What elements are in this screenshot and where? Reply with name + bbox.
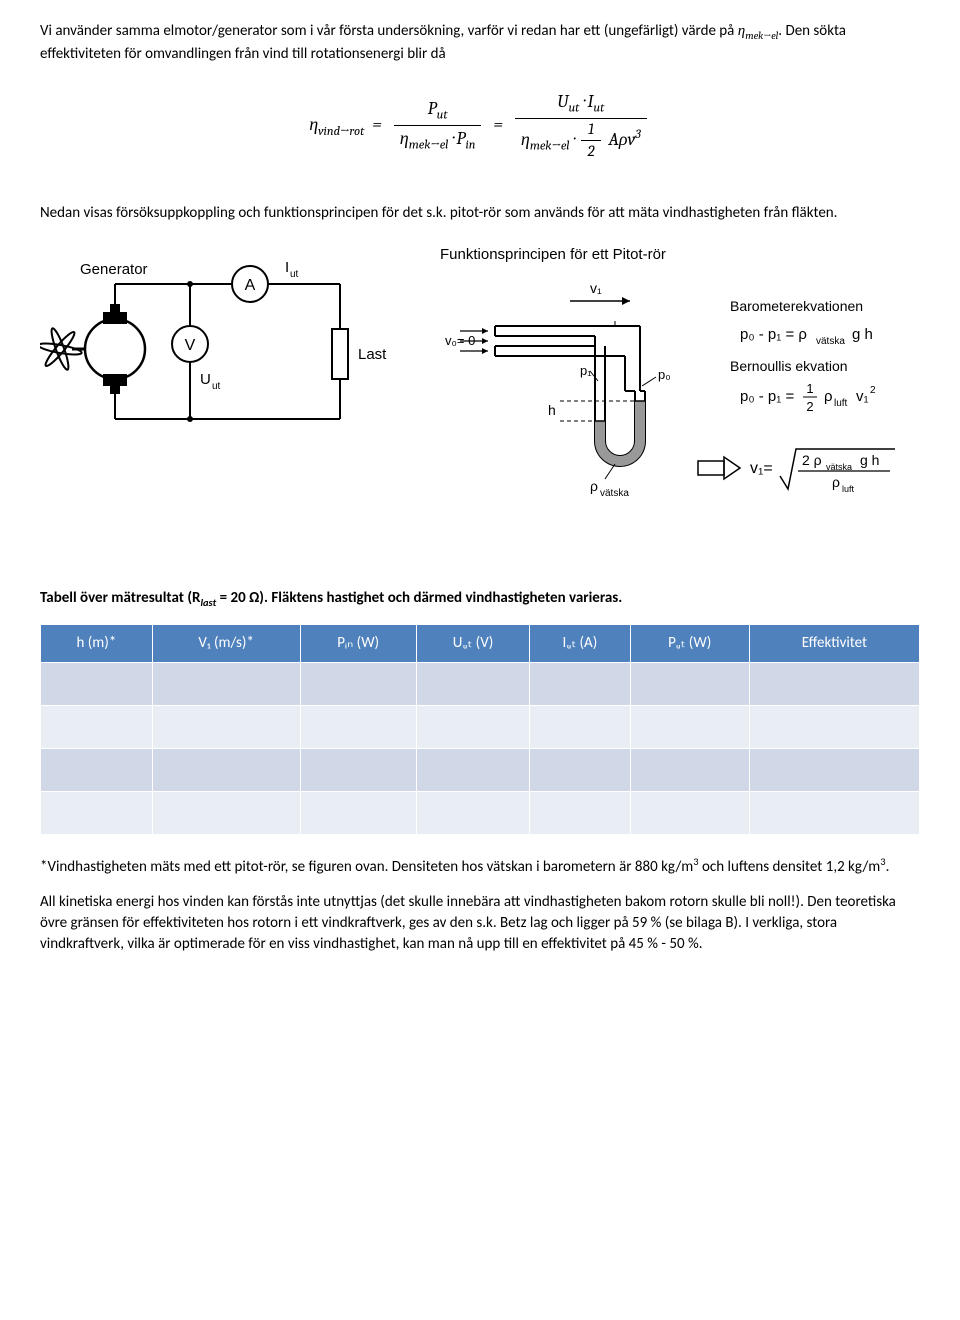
efficiency-formula: ηvind→rot = Put ηmek→el · Pin = Uut · Iu… [40,89,920,163]
h-label: h [548,402,556,418]
table-row [41,663,920,706]
col-h: h (m)* [41,625,153,663]
p0-label: p₀ [658,367,671,382]
last-label: Last [358,346,387,363]
baro-eq-gh: g h [852,326,873,343]
table-caption-sub: last [200,596,216,609]
cube: 3 [635,128,641,142]
uut-label: U [200,371,211,388]
pitot-title: Funktionsprincipen för ett Pitot-rör [440,244,920,265]
pitot-diagram: Funktionsprincipen för ett Pitot-rör [440,244,920,558]
generator-label: Generator [80,261,148,278]
v1-label: v₁ [590,280,602,296]
baro-eq: p₀ - p₁ = ρ [740,326,807,343]
bern-half-n: 1 [806,381,813,396]
baro-title: Barometerekvationen [730,298,863,314]
table-row [41,792,920,835]
half-den: 2 [581,141,600,162]
diagrams-row: A I ut Last V U ut Generator [40,244,920,558]
eta-vind-sub: vind→rot [318,125,364,139]
table-caption-b: = 20 Ω). Fläktens hastighet och därmed v… [216,589,622,607]
put-sub: ut [437,109,448,123]
circuit-diagram: A I ut Last V U ut Generator [40,244,420,461]
bern-rho-sub: luft [834,398,848,409]
col-iut: Iᵤₜ (A) [530,625,630,663]
half-num: 1 [581,119,600,141]
final-v1: v₁= [750,460,773,477]
after-formula-paragraph: Nedan visas försöksuppkoppling och funkt… [40,203,920,224]
iut-sub-label: ut [290,269,299,280]
pitot-svg: v₁ v₀= 0 h p₁ [440,271,920,551]
col-uut: Uᵤₜ (V) [416,625,529,663]
col-v1: V₁ (m/s)* [152,625,300,663]
bern-eq-l: p₀ - p₁ = [740,388,794,405]
footnote-c: . [886,858,890,876]
put: P [428,98,437,119]
betz-paragraph: All kinetiska energi hos vinden kan förs… [40,892,920,955]
bern-v: v₁ [856,388,869,405]
eta-mek2: η [521,129,530,150]
intro-text-a: Vi använder samma elmotor/generator som … [40,22,738,40]
col-eff: Effektivitet [749,625,919,663]
intro-paragraph: Vi använder samma elmotor/generator som … [40,20,920,65]
col-put: Pᵤₜ (W) [630,625,749,663]
uut-sub: ut [568,101,579,115]
table-row [41,749,920,792]
voltmeter-label: V [185,337,196,354]
iut-sub: ut [593,101,604,115]
arhov: Aρv [608,129,635,150]
pin-sub: in [465,139,475,153]
eta-mek2-sub: mek→el [530,140,570,154]
final-den-sub: luft [842,484,855,494]
bern-title: Bernoullis ekvation [730,358,848,374]
table-caption-a: Tabell över mätresultat (R [40,589,200,607]
bern-half-d: 2 [806,399,813,414]
final-den: ρ [832,474,840,490]
eta-vind: η [309,114,318,135]
table-row [41,706,920,749]
baro-eq-sub: vätska [816,336,845,347]
final-num-a: 2 ρ [802,452,822,468]
table-caption: Tabell över mätresultat (Rlast = 20 Ω). … [40,588,920,611]
footnote-a: *Vindhastigheten mäts med ett pitot-rör,… [40,858,693,876]
rho-vatska-sub: vätska [600,488,629,499]
bern-rho: ρ [824,388,833,405]
rho-vatska-label: ρ [590,478,598,494]
final-num-b: g h [860,452,879,468]
v0-label: v₀= 0 [445,333,475,348]
footnote-b: och luftens densitet 1,2 kg/m [699,858,881,876]
circuit-svg: A I ut Last V U ut Generator [40,244,400,454]
results-table: h (m)* V₁ (m/s)* Pᵢₙ (W) Uᵤₜ (V) Iᵤₜ (A)… [40,624,920,835]
uut: U [557,91,568,112]
iut-label: I [285,259,289,276]
p1-label: p₁ [580,363,592,378]
footnote-paragraph: *Vindhastigheten mäts med ett pitot-rör,… [40,855,920,878]
eta-sub: mek→el [745,30,778,42]
eta-mek: η [400,128,409,149]
bern-v-exp: 2 [870,385,876,396]
col-pin: Pᵢₙ (W) [300,625,416,663]
ammeter-label: A [245,277,256,294]
eta-mek-sub: mek→el [409,139,449,153]
uut-sub-label: ut [212,381,221,392]
